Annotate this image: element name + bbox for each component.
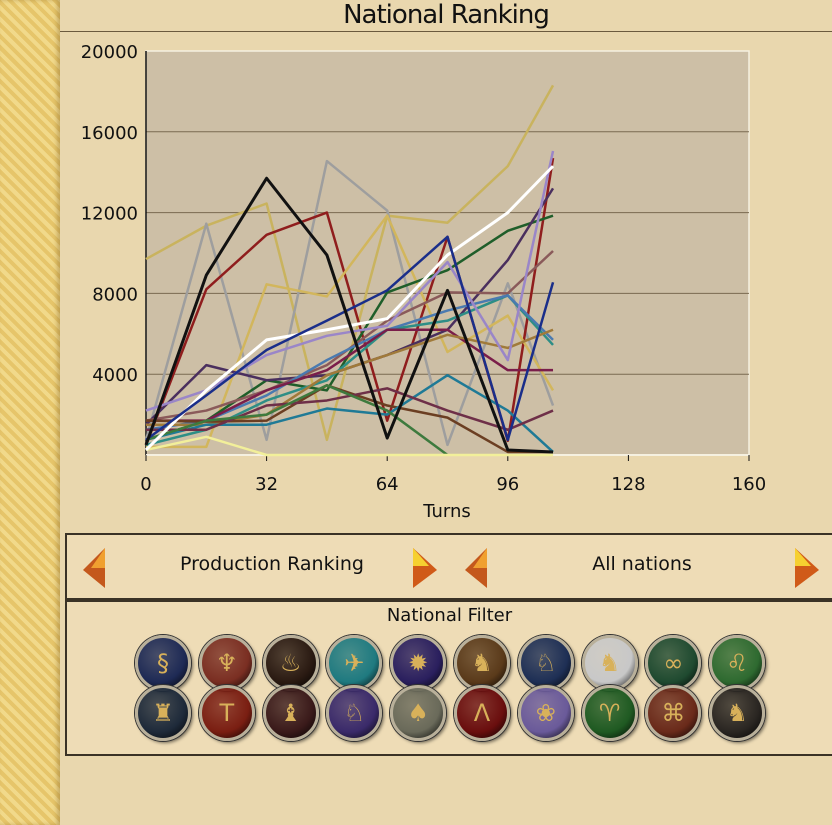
ranking-next-arrow-icon[interactable] [409,548,439,588]
selector-panel: Production Ranking All nations [65,533,832,600]
knot-icon: ⌘ [661,699,686,727]
triskelion-icon: ❀ [535,699,556,727]
series-line-0 [145,84,555,442]
plot-area [145,50,750,456]
camel-icon: ♘ [535,649,557,677]
y-tick-label: 16000 [81,123,138,144]
decorative-border [0,0,60,825]
sun-icon: ✹ [408,649,429,677]
x-tick-label: 64 [376,474,399,495]
elephant-icon: ♜ [152,699,174,727]
serpent-icon: § [157,649,169,677]
owl-icon: ♝ [279,699,302,727]
nation-filter-label: All nations [592,553,692,575]
boar-emblem-button[interactable]: ♞ [709,685,766,741]
y-tick-label: 20000 [81,42,138,63]
lion-icon: ♌ [726,649,748,677]
series-line-14 [145,384,449,457]
lion-emblem-button[interactable]: ♌ [709,635,766,691]
national-filter-panel: National Filter § ♆ ♨ ✈ ✹ ♞ ♘ ♞ ∞ ♌ ♜ T ♝ ♘ ♠ Λ ❀ ♈ ⌘ ♞ [65,600,832,756]
triskelion-emblem-button[interactable]: ❀ [517,685,574,741]
stag-emblem-button[interactable]: ♈ [581,685,638,741]
x-axis-label: Turns [422,501,471,522]
x-tick-label: 32 [255,474,278,495]
nation-next-arrow-icon[interactable] [791,548,821,588]
x-tick-label: 0 [140,474,151,495]
x-tick-label: 160 [732,474,766,495]
national-filter-title: National Filter [386,605,513,626]
series-line-19 [144,176,554,454]
series-line-18 [145,235,555,442]
horse-head-icon: ♘ [343,699,366,727]
boar-icon: ♞ [726,699,748,727]
falcon-icon: ♞ [471,649,493,677]
title-divider [60,31,832,32]
horse-icon: ♞ [598,649,621,677]
falcon-emblem-button[interactable]: ♞ [454,635,510,691]
ranking-prev-arrow-icon[interactable] [79,548,109,588]
ranking-chart: 4000 8000 12000 16000 20000 0 32 64 96 128 160 Turn… [81,42,766,522]
tau-emblem-button[interactable]: T [198,685,255,741]
ranking-type-label: Production Ranking [180,553,364,575]
series-line-15 [145,435,554,457]
lambda-emblem-button[interactable]: Λ [454,685,510,741]
elephant-emblem-button[interactable]: ♜ [135,685,191,741]
series-line-16 [145,150,555,412]
x-tick-label: 128 [611,474,645,495]
dragon-icon: ∞ [663,649,684,677]
knot-emblem-button[interactable]: ⌘ [645,685,702,741]
stag-icon: ♈ [598,699,621,727]
page-title: National Ranking [343,0,550,30]
lamp-emblem-button[interactable]: ♨ [262,635,319,691]
tau-icon: T [219,699,235,727]
wolf-emblem-button[interactable]: ♠ [390,685,447,741]
serpent-emblem-button[interactable]: § [135,635,191,691]
nation-prev-arrow-icon[interactable] [461,548,491,588]
bird-emblem-button[interactable]: ✈ [326,635,383,691]
owl-emblem-button[interactable]: ♝ [262,685,319,741]
lamp-icon: ♨ [279,649,302,677]
wolf-icon: ♠ [407,699,429,727]
dragon-emblem-button[interactable]: ∞ [645,635,702,691]
x-tick-label: 96 [496,474,519,495]
y-tick-label: 12000 [81,204,138,225]
bird-icon: ✈ [344,649,365,677]
eagle-emblem-button[interactable]: ♆ [198,635,255,691]
series-line-17 [144,165,555,452]
eagle-icon: ♆ [216,649,238,677]
lambda-icon: Λ [473,699,491,727]
sun-emblem-button[interactable]: ✹ [390,635,447,691]
y-tick-label: 4000 [92,365,138,386]
horse-emblem-button[interactable]: ♞ [581,635,638,691]
y-tick-label: 8000 [92,284,138,305]
horse-head-emblem-button[interactable]: ♘ [326,685,383,741]
camel-emblem-button[interactable]: ♘ [517,635,574,691]
